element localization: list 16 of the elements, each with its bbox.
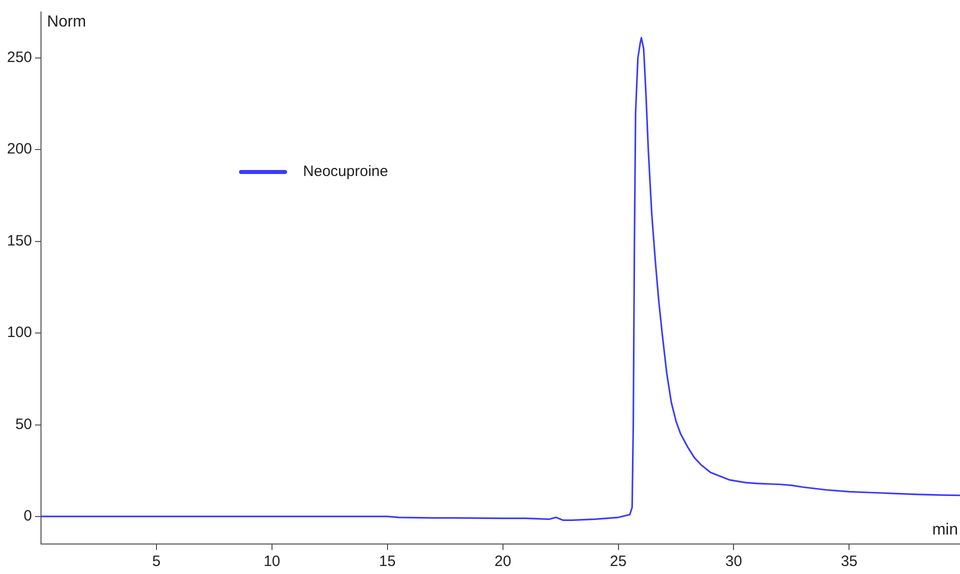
- y-tick-label: 0: [24, 508, 32, 525]
- x-tick-label: 20: [494, 553, 512, 570]
- x-tick-label: 25: [610, 553, 627, 570]
- x-axis-title: min: [932, 521, 958, 538]
- y-axis-title: Norm: [47, 13, 86, 30]
- y-tick-label: 50: [15, 416, 32, 433]
- x-tick-label: 15: [379, 553, 396, 570]
- x-tick-label: 5: [152, 553, 161, 570]
- x-tick-label: 10: [264, 553, 280, 570]
- y-tick-label: 150: [6, 232, 32, 250]
- y-tick-label: 100: [6, 324, 32, 342]
- x-tick-label: 30: [725, 553, 742, 570]
- legend-label: Neocuproine: [303, 163, 388, 180]
- y-tick-label: 250: [6, 49, 32, 66]
- y-tick-label: 200: [6, 140, 32, 158]
- x-tick-label: 35: [840, 553, 858, 570]
